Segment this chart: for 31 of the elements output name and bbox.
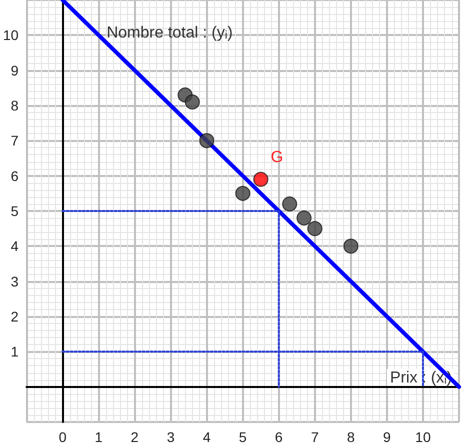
y-tick-label: 4 <box>10 238 19 254</box>
x-tick-label: 4 <box>202 429 211 444</box>
point <box>199 133 214 148</box>
point <box>253 172 268 187</box>
x-tick-label: 10 <box>415 429 431 444</box>
y-axis-title: Nombre total : (yᵢ) <box>106 24 233 42</box>
y-tick-label: 1 <box>10 344 19 360</box>
x-tick-label: 5 <box>238 429 247 444</box>
x-tick-label: 7 <box>310 429 319 444</box>
x-tick-label: 6 <box>274 429 283 444</box>
y-tick-label: 7 <box>10 132 19 149</box>
point <box>235 186 250 201</box>
y-tick-label: 10 <box>2 27 19 44</box>
x-tick-label: 3 <box>166 429 175 444</box>
y-tick-label: 9 <box>10 62 19 78</box>
x-tick-label: 8 <box>346 429 355 444</box>
point <box>307 221 322 236</box>
x-tick-label: 0 <box>58 429 67 444</box>
y-tick-label: 6 <box>10 168 19 184</box>
y-tick-label: 3 <box>10 273 19 290</box>
point <box>184 94 200 110</box>
point <box>343 238 358 254</box>
y-tick-label: 5 <box>10 203 19 219</box>
x-tick-label: 1 <box>94 429 103 444</box>
point <box>296 210 312 226</box>
annotation: G <box>270 148 284 166</box>
y-tick-label: 2 <box>10 308 19 324</box>
y-tick-label: 8 <box>10 98 19 114</box>
x-tick-label: 9 <box>383 429 392 444</box>
x-tick-label: 2 <box>130 429 139 444</box>
point <box>282 196 298 212</box>
